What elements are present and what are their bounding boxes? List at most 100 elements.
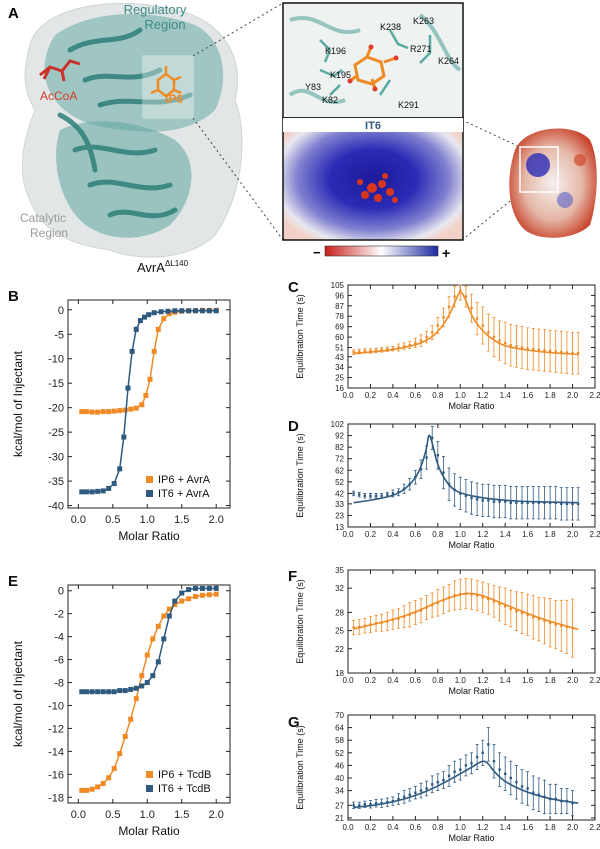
data-point	[117, 408, 123, 414]
legend-label: IT6 + TcdB	[158, 783, 211, 795]
data-point	[95, 784, 101, 790]
legend-label: IP6 + AvrA	[158, 474, 211, 486]
data-point	[464, 764, 468, 767]
fit-line	[81, 309, 217, 413]
data-point	[487, 331, 490, 334]
data-point	[571, 502, 574, 506]
x-tick-label: 1.2	[477, 676, 489, 685]
data-point	[111, 481, 117, 487]
data-point	[106, 409, 112, 415]
y-tick-label: 16	[335, 384, 344, 393]
x-tick-label: 0.0	[342, 823, 354, 832]
y-tick-label: -4	[54, 632, 64, 644]
data-point	[146, 312, 152, 318]
data-point	[117, 466, 123, 472]
y-tick-label: 40	[335, 774, 344, 783]
x-tick-label: 0.6	[410, 676, 422, 685]
data-point	[498, 339, 501, 342]
data-point	[391, 492, 395, 495]
y-tick-label: 0	[58, 305, 64, 317]
x-tick-label: 2.2	[589, 676, 600, 685]
panel-label-e: E	[8, 573, 19, 590]
data-point	[89, 689, 95, 695]
data-point	[487, 499, 490, 502]
zoom-leaders	[192, 2, 521, 241]
x-tick-label: 2.2	[589, 391, 600, 400]
data-point	[520, 611, 524, 615]
y-tick-label: 0	[58, 586, 64, 598]
x-tick-label: 0.5	[105, 514, 120, 526]
data-point	[117, 751, 123, 757]
data-point	[509, 607, 512, 610]
y-tick-label: -8	[54, 678, 64, 690]
data-point	[425, 456, 428, 459]
x-axis-label: Molar Ratio	[448, 540, 494, 550]
x-tick-label: 2.0	[567, 391, 579, 400]
data-point	[492, 335, 496, 339]
x-tick-label: 0.2	[365, 823, 377, 832]
y-tick-label: -12	[48, 723, 64, 735]
data-point	[213, 585, 219, 591]
data-point	[548, 349, 552, 353]
data-point	[111, 408, 117, 414]
charge-colorbar	[324, 245, 439, 257]
data-point	[133, 685, 139, 691]
data-point	[515, 610, 518, 613]
plot-frame	[67, 299, 231, 509]
y-tick-label: 34	[335, 787, 344, 796]
data-point	[526, 787, 529, 790]
data-point	[492, 500, 496, 503]
data-point	[374, 494, 378, 497]
data-point	[475, 498, 479, 501]
y-axis-label: kcal/mol of Injectant	[11, 350, 25, 457]
data-point	[133, 326, 139, 332]
data-point	[576, 502, 580, 506]
data-point	[419, 609, 423, 612]
y-tick-label: 35	[335, 566, 344, 575]
data-point	[186, 308, 192, 314]
data-point	[158, 309, 164, 315]
data-point	[425, 787, 428, 790]
residue-k291: K291	[398, 100, 419, 110]
data-point	[150, 673, 156, 679]
data-point	[408, 343, 411, 347]
fit-line	[81, 587, 217, 693]
data-point	[125, 385, 131, 391]
y-tick-label: 52	[335, 749, 344, 758]
data-point	[358, 804, 361, 807]
residue-k82: K82	[322, 95, 338, 105]
data-point	[532, 501, 535, 504]
data-point	[186, 587, 192, 593]
y-tick-label: 42	[335, 489, 344, 498]
data-point	[431, 331, 434, 334]
catalytic-region-label-1: Catalytic	[20, 211, 66, 225]
data-point	[84, 409, 90, 415]
y-tick-label: 52	[335, 478, 344, 487]
data-point	[419, 789, 423, 792]
data-point	[515, 345, 518, 348]
y-tick-label: 72	[335, 455, 344, 464]
data-point	[431, 783, 434, 786]
data-point	[470, 306, 473, 310]
data-point	[95, 409, 101, 415]
data-point	[537, 617, 541, 621]
data-point	[193, 585, 199, 591]
x-tick-label: 2.0	[209, 514, 224, 526]
y-tick-label: -10	[48, 700, 64, 712]
data-point	[498, 768, 501, 771]
data-point	[128, 716, 134, 722]
data-point	[520, 346, 524, 349]
plot-frame	[347, 423, 596, 528]
data-point	[442, 316, 445, 319]
data-point	[386, 348, 389, 351]
data-point	[199, 592, 205, 598]
y-tick-label: -2	[54, 609, 64, 621]
data-point	[571, 802, 574, 805]
x-tick-label: 0.4	[387, 391, 399, 400]
y-tick-label: 25	[335, 627, 344, 636]
avra-label: AvrAΔL140	[137, 259, 189, 275]
data-point	[509, 501, 512, 504]
data-point	[537, 793, 541, 796]
y-tick-label: -16	[48, 769, 64, 781]
fit-curve	[353, 434, 579, 504]
